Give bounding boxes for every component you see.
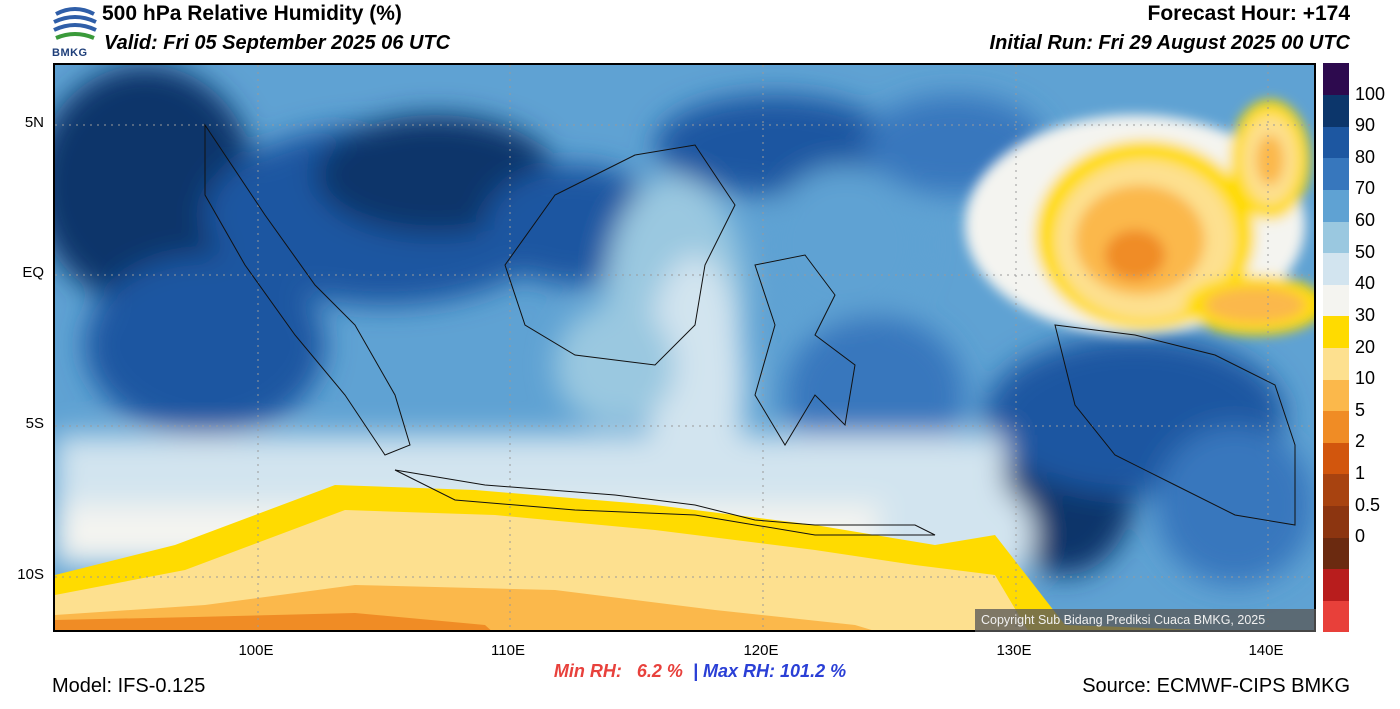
initial-run: Initial Run: Fri 29 August 2025 00 UTC	[989, 32, 1350, 54]
colorbar-segment	[1323, 379, 1349, 412]
colorbar-label: 80	[1355, 146, 1376, 167]
source-label: Source: ECMWF-CIPS BMKG	[1082, 675, 1350, 697]
colorbar-segment	[1323, 126, 1349, 159]
colorbar-segment	[1323, 568, 1349, 601]
colorbar-segment	[1323, 221, 1349, 254]
rh-stats: Min RH: 6.2 % | Max RH: 101.2 %	[0, 661, 1400, 682]
bmkg-logo	[52, 2, 98, 60]
colorbar-segment	[1323, 189, 1349, 222]
valid-time: Valid: Fri 05 September 2025 06 UTC	[104, 32, 451, 54]
colorbar-segment	[1323, 505, 1349, 538]
model-label: Model: IFS-0.125	[52, 675, 206, 697]
colorbar-segment	[1323, 600, 1349, 633]
max-rh-label: Max RH:	[703, 661, 776, 681]
lon-label-130e: 130E	[996, 642, 1032, 659]
colorbar-segment	[1323, 157, 1349, 190]
logo-text: BMKG	[52, 47, 88, 59]
colorbar-label: 0	[1355, 526, 1366, 547]
colorbar-segment	[1323, 94, 1349, 127]
lat-label-5n: 5N	[24, 114, 44, 131]
colorbar-segment	[1323, 473, 1349, 507]
min-rh-label: Min RH:	[553, 661, 622, 681]
lat-label-eq: EQ	[22, 264, 44, 281]
min-rh-value: 6.2 %	[636, 661, 683, 681]
colorbar-label: 20	[1355, 336, 1376, 357]
colorbar-label: 5	[1355, 399, 1366, 420]
colorbar-segment	[1323, 63, 1349, 96]
lon-label-140e: 140E	[1248, 642, 1284, 659]
colorbar-label: 0.5	[1355, 494, 1381, 515]
lon-label-100e: 100E	[238, 642, 274, 659]
colorbar-segment	[1323, 537, 1349, 570]
colorbar-label: 10	[1355, 368, 1376, 389]
colorbar-label: 40	[1355, 273, 1376, 294]
lon-label-110e: 110E	[491, 642, 525, 659]
lon-label-120e: 120E	[743, 642, 779, 659]
forecast-hour: Forecast Hour: +174	[1147, 2, 1351, 25]
colorbar-label: 30	[1355, 304, 1376, 325]
colorbar-label: 70	[1355, 178, 1376, 199]
lat-label-5s: 5S	[25, 415, 44, 432]
colorbar-segment	[1323, 442, 1349, 475]
colorbar-segment	[1323, 315, 1349, 348]
colorbar-segment	[1323, 347, 1349, 380]
colorbar-segment	[1323, 252, 1349, 285]
colorbar-label: 50	[1355, 241, 1376, 262]
colorbar-label: 90	[1355, 115, 1376, 136]
lat-label-10s: 10S	[17, 566, 44, 583]
copyright-notice: Copyright Sub Bidang Prediksi Cuaca BMKG…	[975, 609, 1316, 632]
colorbar-segment	[1323, 284, 1349, 317]
colorbar-label: 2	[1355, 431, 1366, 452]
colorbar	[1323, 63, 1349, 633]
colorbar-label: 100	[1355, 83, 1386, 104]
max-rh-value: 101.2 %	[780, 661, 847, 681]
humidity-map	[53, 63, 1316, 632]
colorbar-segment	[1323, 410, 1349, 443]
colorbar-label: 60	[1355, 210, 1376, 231]
colorbar-label: 1	[1355, 462, 1366, 483]
chart-title: 500 hPa Relative Humidity (%)	[102, 2, 402, 25]
stats-separator: |	[692, 661, 698, 681]
